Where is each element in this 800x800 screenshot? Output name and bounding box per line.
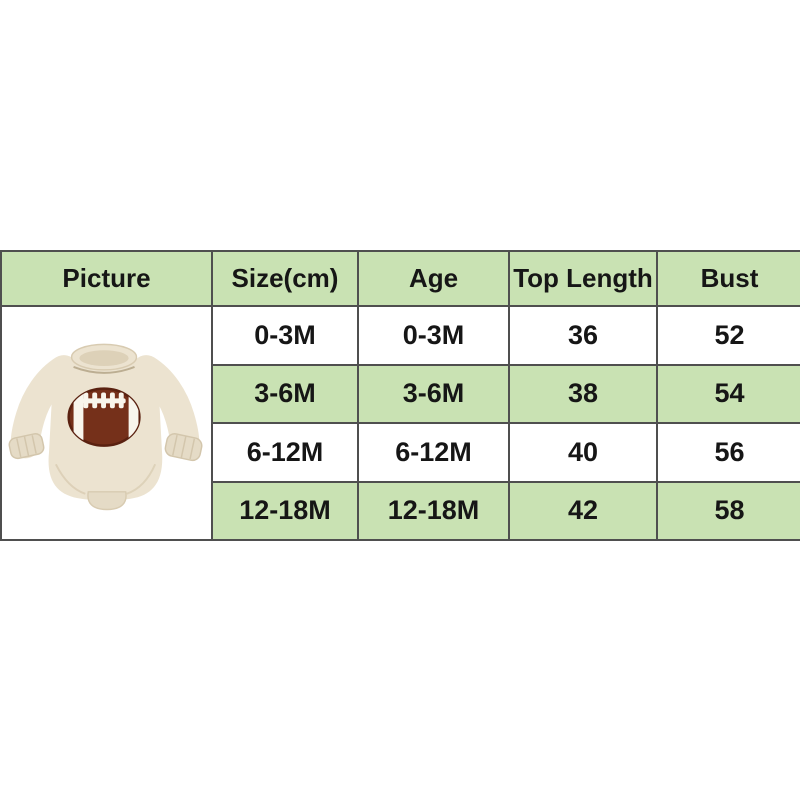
cell-bust-0: 52 <box>656 305 800 366</box>
romper-cuff-right <box>164 433 203 462</box>
cell-age-1: 3-6M <box>357 363 510 424</box>
header-cell-picture: Picture <box>0 250 213 307</box>
size-chart-table: Picture Size(cm) Age Top Length Bust <box>0 250 800 541</box>
header-cell-bust: Bust <box>656 250 800 307</box>
table-row: 0-3M 0-3M 36 52 <box>0 305 800 541</box>
romper-wrinkles <box>54 463 157 495</box>
cell-age-0: 0-3M <box>357 305 510 366</box>
header-cell-age: Age <box>357 250 510 307</box>
cell-bust-2: 56 <box>656 422 800 483</box>
table-row: 12-18M 12-18M 42 58 <box>1 480 800 541</box>
romper-collar <box>70 343 138 374</box>
cell-top-length-1: 38 <box>508 363 658 424</box>
table-row: 3-6M 3-6M 38 54 <box>1 363 800 424</box>
table-row: 6-12M 6-12M 40 56 <box>1 422 800 483</box>
cell-bust-1: 54 <box>656 363 800 424</box>
romper-crotch-flap <box>87 491 127 511</box>
cell-size-3: 12-18M <box>211 480 359 541</box>
romper-image <box>8 343 203 511</box>
product-picture-cell <box>0 305 213 541</box>
cell-size-2: 6-12M <box>211 422 359 483</box>
football-icon <box>67 387 141 447</box>
cell-bust-3: 58 <box>656 480 800 541</box>
cell-size-0: 0-3M <box>211 305 359 366</box>
header-cell-top-length: Top Length <box>508 250 658 307</box>
romper-cuff-left <box>8 433 45 460</box>
football-laces <box>83 392 124 409</box>
cell-age-3: 12-18M <box>357 480 510 541</box>
size-chart: Picture Size(cm) Age Top Length Bust <box>0 250 800 541</box>
header-row: Picture Size(cm) Age Top Length Bust <box>0 250 800 307</box>
cell-top-length-2: 40 <box>508 422 658 483</box>
cell-top-length-3: 42 <box>508 480 658 541</box>
cell-age-2: 6-12M <box>357 422 510 483</box>
cell-size-1: 3-6M <box>211 363 359 424</box>
cell-top-length-0: 36 <box>508 305 658 366</box>
header-cell-size: Size(cm) <box>211 250 359 307</box>
